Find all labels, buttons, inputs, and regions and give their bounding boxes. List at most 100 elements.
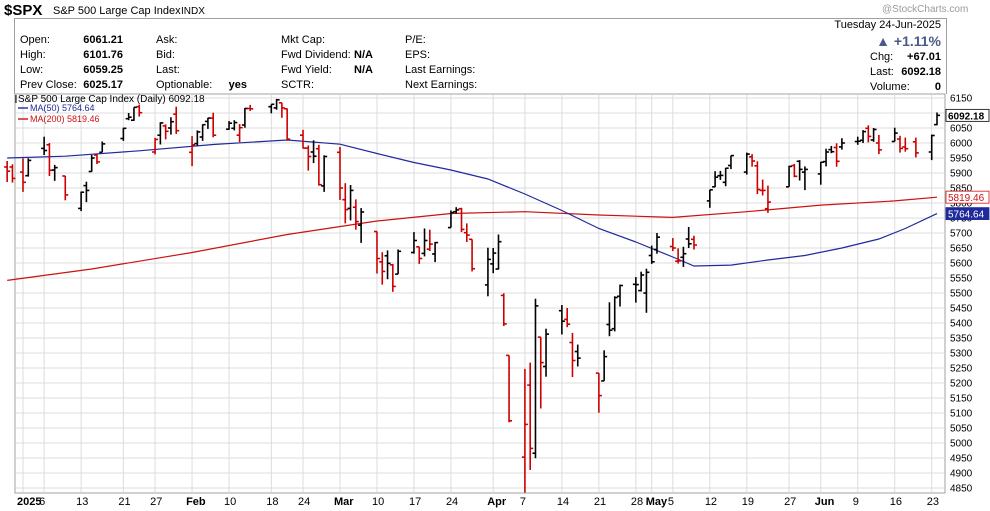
fwd-yield-label: Fwd Yield: — [281, 64, 332, 76]
ohlc-bar — [786, 165, 793, 188]
ohlc-bar — [125, 113, 132, 121]
ohlc-bar — [120, 127, 127, 141]
next-earnings-label: Next Earnings: — [405, 79, 478, 91]
price-tag-label: 5819.46 — [948, 193, 985, 204]
x-tick-label: 7 — [520, 496, 526, 508]
y-tick-label: 5200 — [950, 379, 973, 390]
ohlc-bar — [247, 104, 254, 111]
ohlc-bar — [791, 164, 798, 178]
y-tick-label: 5400 — [950, 319, 973, 330]
x-tick-label: May — [646, 496, 668, 508]
symbol: $SPX — [4, 2, 43, 19]
chg-label: Chg: — [870, 51, 894, 63]
volume-label: Volume: — [870, 81, 910, 93]
last-earnings-label: Last Earnings: — [405, 64, 476, 76]
ohlc-bar — [310, 140, 317, 164]
ohlc-bar — [860, 130, 867, 143]
ohlc-bar — [189, 136, 196, 167]
ohlc-bar — [78, 191, 85, 212]
ohlc-bar — [231, 120, 238, 131]
ohlc-bars — [4, 98, 940, 493]
ohlc-bar — [564, 308, 571, 328]
ohlc-bar — [495, 234, 502, 270]
ohlc-bar — [558, 305, 565, 335]
ohlc-bar — [321, 155, 328, 192]
x-tick-label: 24 — [298, 496, 310, 508]
ohlc-bar — [25, 158, 32, 177]
mkt-cap-label: Mkt Cap: — [281, 34, 326, 46]
ohlc-bar — [532, 298, 539, 459]
ohlc-bar — [152, 137, 159, 155]
y-tick-label: 5450 — [950, 304, 973, 315]
y-tick-label: 5350 — [950, 334, 973, 345]
ohlc-bar — [484, 247, 491, 297]
price-tag: 6092.18 — [945, 108, 990, 122]
y-tick-label: 5550 — [950, 274, 973, 285]
ohlc-bar — [527, 362, 534, 470]
ohlc-bar — [20, 158, 26, 192]
watermark-logo: @StockCharts.com — [882, 4, 969, 15]
ohlc-bar — [928, 134, 935, 161]
x-tick-label: Jun — [815, 496, 835, 508]
low-label: Low: — [20, 64, 44, 76]
ohlc-bar — [83, 181, 90, 203]
ohlc-bar — [796, 160, 803, 181]
ohlc-bar — [347, 185, 354, 221]
x-tick-label: 21 — [594, 496, 606, 508]
x-tick-label: 2025 — [17, 496, 41, 508]
ohlc-bar — [410, 232, 417, 254]
ohlc-bar — [537, 336, 544, 409]
ohlc-bar — [421, 228, 428, 257]
x-tick-label: Apr — [487, 496, 507, 508]
last-label: Last: — [156, 64, 180, 76]
ohlc-bar — [336, 146, 343, 200]
bid-label: Bid: — [156, 49, 175, 61]
ohlc-bar — [395, 249, 402, 275]
ohlc-bar — [173, 106, 180, 134]
ohlc-bar — [236, 124, 243, 143]
open-label: Open: — [20, 34, 50, 46]
ohlc-bar — [352, 199, 359, 230]
ohlc-bar — [675, 248, 682, 264]
x-tick-label: 17 — [409, 496, 421, 508]
ohlc-bar — [389, 263, 396, 292]
ohlc-bar — [717, 170, 724, 180]
ohlc-bar — [432, 241, 439, 263]
price-tag: 5764.64 — [945, 207, 990, 221]
x-tick-label: 16 — [890, 496, 902, 508]
chart-title: S&P 500 Large Cap Index (Daily) 6092.18 — [18, 94, 205, 105]
legend-entry: MA(200) 5819.46 — [30, 114, 100, 124]
prev-close-label: Prev Close: — [20, 79, 77, 91]
ohlc-bar — [595, 372, 602, 413]
ohlc-bar — [268, 103, 275, 114]
ohlc-bar — [447, 210, 454, 229]
ohlc-bar — [854, 136, 861, 145]
y-tick-label: 5100 — [950, 409, 973, 420]
security-name: S&P 500 Large Cap Index — [53, 5, 181, 17]
ohlc-bar — [136, 104, 143, 117]
volume-value: 0 — [934, 81, 941, 93]
ohlc-bar — [648, 245, 655, 264]
y-tick-label: 4950 — [950, 454, 973, 465]
moving-averages — [7, 139, 938, 281]
y-tick-label: 4900 — [950, 469, 973, 480]
x-tick-label: 13 — [76, 496, 88, 508]
ohlc-bar — [210, 112, 217, 138]
last-price-label: Last: — [870, 66, 894, 78]
ohlc-bar — [606, 302, 613, 337]
ohlc-bar — [543, 328, 550, 377]
ohlc-bar — [62, 175, 69, 201]
price-tag: 5819.46 — [945, 190, 990, 204]
y-tick-label: 5500 — [950, 289, 973, 300]
x-tick-label: 14 — [557, 496, 569, 508]
chg-value: +67.01 — [907, 51, 941, 63]
ohlc-bar — [226, 121, 233, 130]
low-value: 6059.25 — [83, 64, 123, 76]
y-tick-label: 5150 — [950, 394, 973, 405]
ohlc-bar — [611, 296, 618, 332]
ohlc-bar — [749, 154, 756, 167]
legend-entry: MA(50) 5764.64 — [30, 103, 95, 113]
ohlc-bar — [764, 185, 771, 213]
ohlc-bar — [278, 102, 285, 118]
